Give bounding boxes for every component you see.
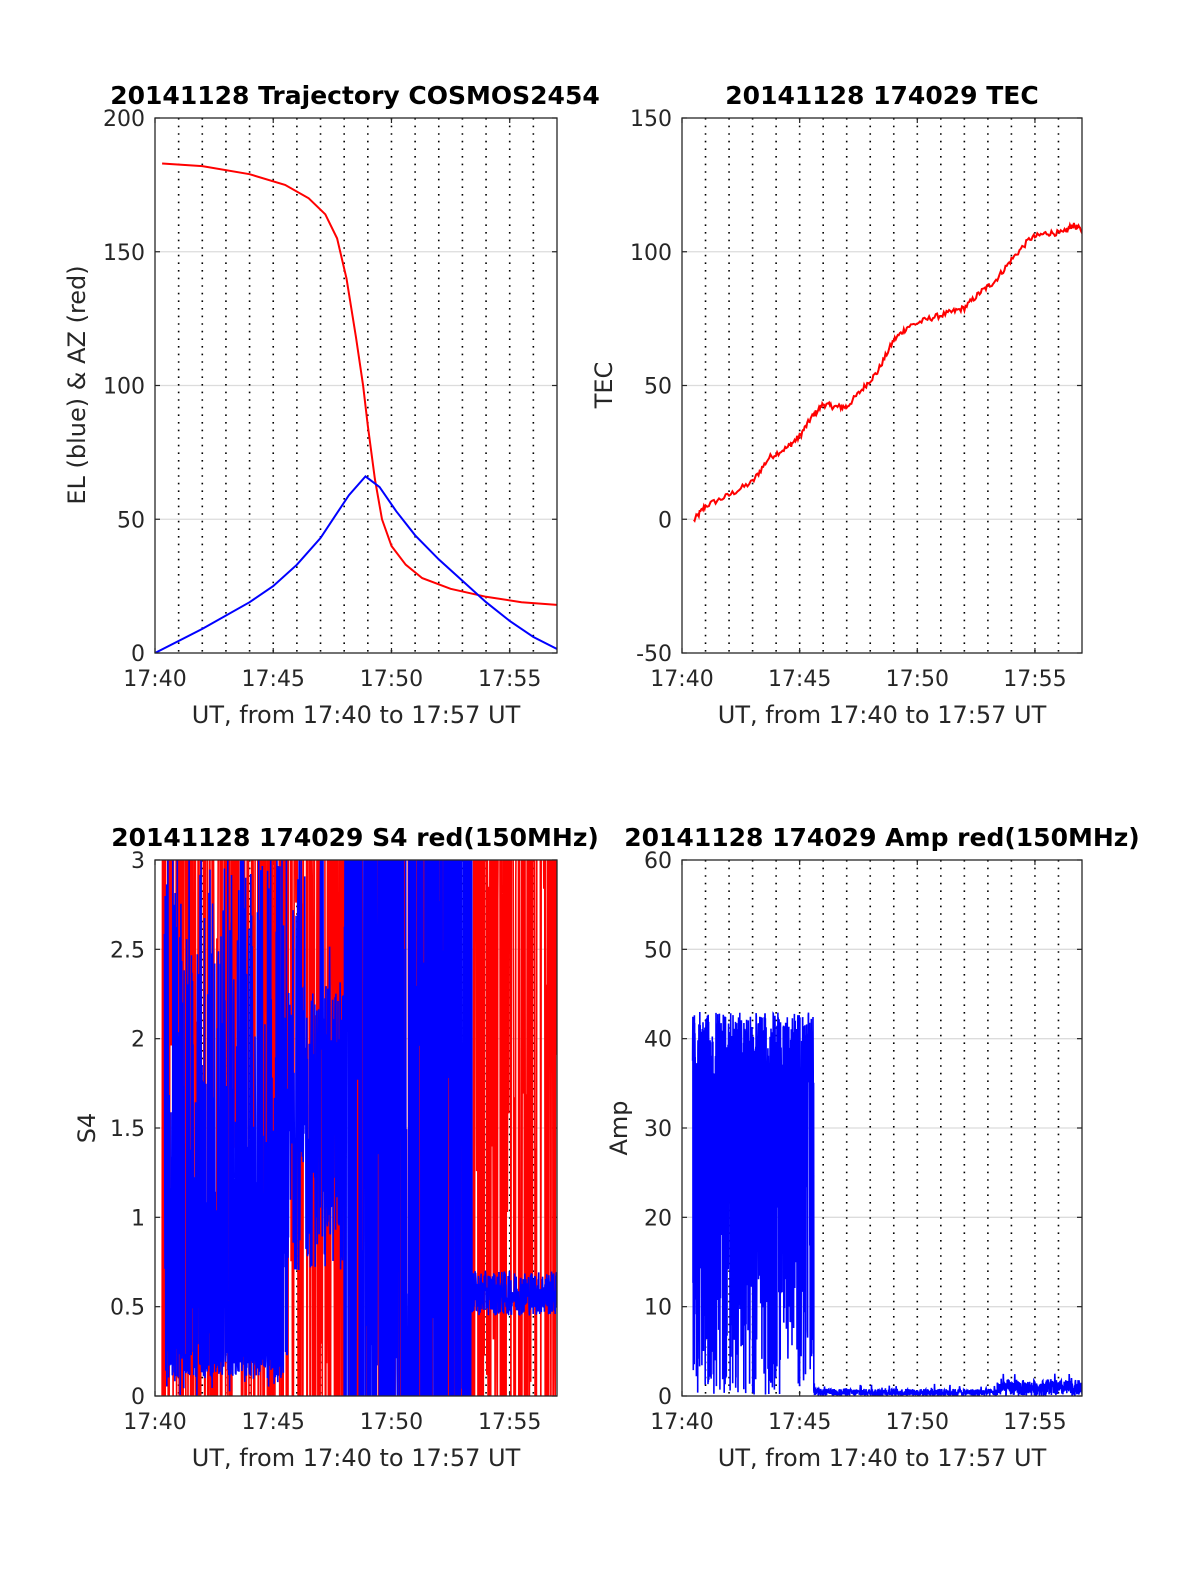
- amp-blue-line: [691, 1011, 1082, 1396]
- y-tick-label: 0: [658, 1385, 672, 1410]
- y-tick-label: 40: [644, 1028, 672, 1053]
- x-axis-label: UT, from 17:40 to 17:57 UT: [718, 1444, 1047, 1472]
- x-tick-label: 17:55: [1003, 667, 1066, 692]
- axes-box: [681, 117, 1083, 654]
- tec-line: [693, 221, 1082, 523]
- amp-chart: 0 10 20 30 40 50 60 17:40 17:45 17:50 17:55 2014112…: [605, 823, 1140, 1472]
- x-tick-label: 17:50: [886, 667, 949, 692]
- series-group: [691, 1011, 1082, 1396]
- s4-chart: 0 0.5 1 1.5 2 2.5 3 17:40 17:45 17:50 17:55 2014112…: [73, 823, 599, 1472]
- axes-box: [681, 859, 1083, 1397]
- y-tick-label: 30: [644, 1117, 672, 1142]
- x-tick-label: 17:55: [478, 1410, 541, 1435]
- x-tick-label: 17:40: [123, 1410, 186, 1435]
- y-tick-label: 3: [131, 849, 145, 874]
- elevation-line: [155, 475, 557, 653]
- tec-chart: -50 0 50 100 150 17:40 17:45 17:50 17:55 20141128…: [590, 81, 1083, 729]
- axes-box: [154, 859, 558, 1397]
- chart-title: 20141128 Trajectory COSMOS2454: [110, 81, 600, 110]
- y-tick-label: 200: [103, 107, 145, 132]
- x-tick-label: 17:50: [360, 1410, 423, 1435]
- y-tick-label: 0: [658, 508, 672, 533]
- chart-title: 20141128 174029 Amp red(150MHz): [624, 823, 1140, 852]
- y-tick-label: 50: [644, 375, 672, 400]
- axes-box: [154, 117, 558, 654]
- y-tick-label: 1.5: [110, 1117, 145, 1142]
- y-tick-label: 1: [131, 1206, 145, 1231]
- series-group: [161, 860, 557, 1396]
- x-tick-label: 17:45: [242, 667, 305, 692]
- x-tick-label: 17:40: [650, 1410, 713, 1435]
- y-tick-label: 150: [103, 241, 145, 266]
- x-tick-label: 17:45: [768, 1410, 831, 1435]
- x-tick-label: 17:55: [1003, 1410, 1066, 1435]
- y-tick-label: 20: [644, 1206, 672, 1231]
- x-tick-label: 17:40: [650, 667, 713, 692]
- x-tick-label: 17:50: [886, 1410, 949, 1435]
- y-tick-label: 0: [131, 1385, 145, 1410]
- series-group: [693, 221, 1082, 523]
- x-tick-label: 17:55: [478, 667, 541, 692]
- x-tick-label: 17:45: [242, 1410, 305, 1435]
- chart-title: 20141128 174029 TEC: [725, 81, 1038, 110]
- x-tick-label: 17:50: [360, 667, 423, 692]
- y-axis-label: S4: [73, 1113, 101, 1144]
- y-axis-label: EL (blue) & AZ (red): [63, 265, 91, 504]
- azimuth-line: [162, 162, 557, 606]
- y-tick-label: 2: [131, 1028, 145, 1053]
- y-tick-label: 150: [630, 107, 672, 132]
- y-tick-label: 2.5: [110, 938, 145, 963]
- x-tick-label: 17:45: [768, 667, 831, 692]
- x-axis-label: UT, from 17:40 to 17:57 UT: [718, 701, 1047, 729]
- s4-blue-line: [163, 860, 557, 1396]
- x-tick-label: 17:40: [123, 667, 186, 692]
- y-tick-label: 50: [644, 938, 672, 963]
- y-axis-label: TEC: [590, 362, 618, 410]
- x-axis-label: UT, from 17:40 to 17:57 UT: [192, 701, 521, 729]
- y-tick-label: 0: [131, 642, 145, 667]
- chart-title: 20141128 174029 S4 red(150MHz): [111, 823, 599, 852]
- y-tick-label: 100: [103, 375, 145, 400]
- x-axis-label: UT, from 17:40 to 17:57 UT: [192, 1444, 521, 1472]
- y-tick-label: 0.5: [110, 1296, 145, 1321]
- trajectory-chart: 0 50 100 150 200 17:40 17:45 17:50 17:55 20141128…: [63, 81, 600, 729]
- series-group: [155, 162, 557, 653]
- y-tick-label: 100: [630, 241, 672, 266]
- y-tick-label: 50: [117, 508, 145, 533]
- y-tick-label: -50: [636, 642, 672, 667]
- y-axis-label: Amp: [605, 1100, 633, 1155]
- y-tick-label: 10: [644, 1296, 672, 1321]
- y-tick-label: 60: [644, 849, 672, 874]
